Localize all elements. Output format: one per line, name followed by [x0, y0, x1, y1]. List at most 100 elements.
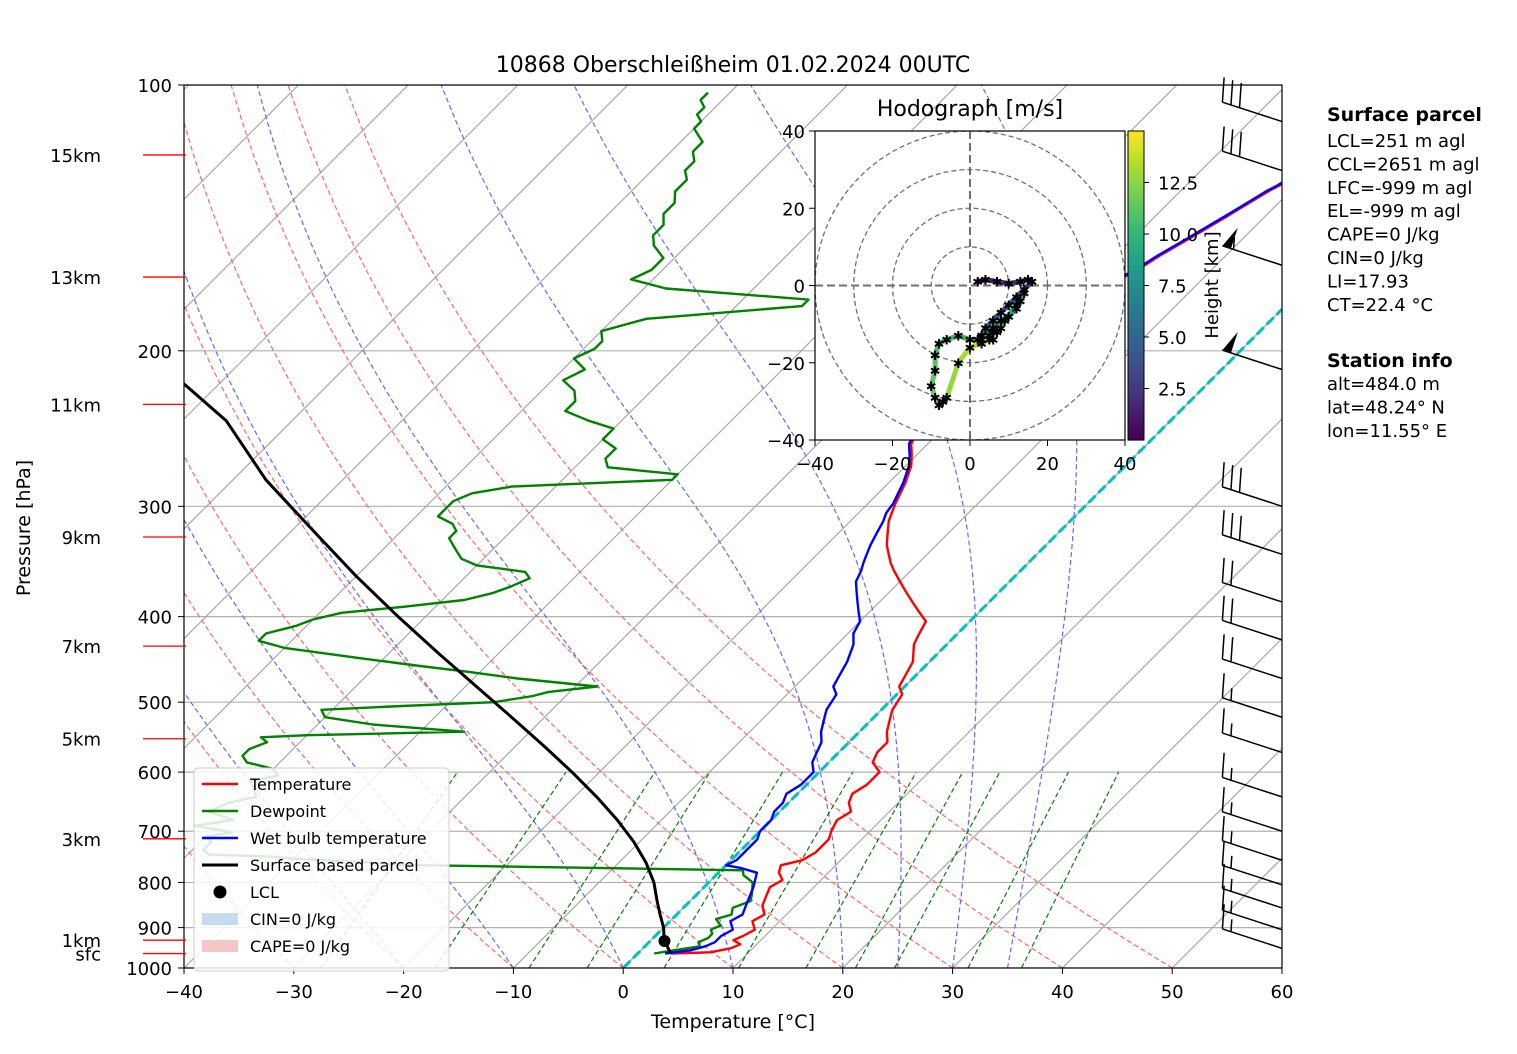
y-tick-label: 900 — [138, 919, 172, 940]
legend-label: CAPE=0 J/kg — [250, 937, 350, 956]
colorbar-segment — [1128, 398, 1144, 405]
legend: Temperature Dewpoint Wet bulb temperature S… — [193, 767, 450, 972]
wind-barb-feather — [1230, 80, 1234, 105]
dry-adiabat-line — [287, 85, 1063, 968]
height-label: 5km — [62, 730, 101, 751]
x-tick-label: 40 — [1051, 982, 1074, 1003]
hodograph-point: ✱ — [976, 330, 987, 345]
hodograph-point: ✱ — [934, 337, 945, 352]
hodograph-point: ✱ — [965, 334, 976, 349]
hodograph-point: ✱ — [965, 341, 976, 356]
wind-barb-feather — [1221, 634, 1225, 660]
hodograph-point: ✱ — [992, 326, 1003, 341]
x-tick-label: 60 — [1271, 982, 1294, 1003]
parcel-line — [184, 381, 672, 955]
y-tick-label: 500 — [138, 693, 172, 714]
hodograph-point: ✱ — [976, 330, 987, 345]
hodograph-point: ✱ — [996, 314, 1007, 329]
hodograph-point: ✱ — [1019, 283, 1030, 298]
wind-barb-feather — [1221, 885, 1225, 911]
wind-barb — [1221, 634, 1283, 680]
x-tick-label: 20 — [831, 982, 854, 1003]
mixing-ratio-line — [894, 771, 1001, 968]
wind-barb — [1221, 77, 1283, 123]
wind-barb — [1221, 462, 1283, 508]
colorbar-segment — [1128, 249, 1144, 256]
wind-barb-feather — [1221, 904, 1225, 929]
wind-barb-shaft — [1222, 776, 1283, 798]
height-label: 11km — [50, 395, 101, 416]
wind-barb-flag — [1222, 331, 1238, 353]
wind-barb-half-feather — [1230, 802, 1233, 815]
hodograph-point: ✱ — [1011, 303, 1022, 318]
wind-barb-flag — [1222, 227, 1238, 249]
hodograph-point: ✱ — [1003, 299, 1014, 314]
height-label: 7km — [62, 637, 101, 658]
wind-barb-feather — [1230, 129, 1234, 155]
colorbar-segment — [1128, 352, 1144, 359]
y-tick-label: 400 — [138, 608, 172, 629]
height-label: 15km — [50, 146, 101, 167]
wind-barb — [1221, 510, 1283, 556]
y-tick-label: 1000 — [126, 959, 172, 980]
hodograph-point: ✱ — [972, 334, 983, 349]
wind-barb — [1221, 885, 1283, 931]
mixing-ratio-line — [528, 771, 656, 968]
surface-parcel-line: CAPE=0 J/kg — [1327, 225, 1440, 246]
wind-barb-shaft — [1222, 697, 1283, 718]
mixing-ratio-line — [805, 771, 917, 968]
legend-swatch — [202, 940, 238, 952]
dry-adiabat-line — [184, 302, 734, 968]
wind-barb-shaft — [1222, 349, 1283, 371]
hodograph-x-tick-label: −40 — [796, 454, 834, 475]
colorbar-tick-label: 7.5 — [1158, 277, 1187, 298]
colorbar-segment — [1128, 146, 1144, 153]
wind-barb-feather — [1230, 637, 1234, 662]
dry-adiabat-line — [230, 85, 953, 968]
wind-barb-feather — [1221, 126, 1225, 152]
colorbar-segment — [1128, 373, 1144, 379]
height-label: sfc — [75, 945, 101, 966]
surface-parcel-line: CCL=2651 m agl — [1327, 154, 1480, 175]
wind-barb-half-feather — [1230, 878, 1233, 892]
isotherm-line — [184, 85, 738, 640]
colorbar-segment — [1128, 424, 1144, 431]
hodograph-segment — [928, 367, 938, 389]
colorbar-segment — [1128, 429, 1144, 436]
station-info-line: lat=48.24° N — [1327, 397, 1445, 418]
isotherm-line — [732, 418, 1282, 968]
wind-barb-half-feather — [1230, 919, 1233, 932]
hodograph-point: ✱ — [1027, 276, 1038, 291]
hodograph-background — [815, 131, 1125, 440]
wind-barb — [1221, 557, 1283, 603]
wind-barb-shaft — [1222, 619, 1283, 641]
hodograph-point: ✱ — [996, 322, 1007, 337]
colorbar-segment — [1128, 419, 1144, 426]
hodograph-point: ✱ — [953, 330, 964, 345]
wind-barb-feather — [1238, 82, 1242, 108]
hodograph-point: ✱ — [996, 307, 1007, 322]
mixing-ratio-line — [854, 771, 964, 968]
wind-barb-shaft — [1222, 245, 1283, 266]
colorbar-segment — [1128, 208, 1144, 214]
hodograph: ✱✱ ✱ ✱ ✱✱✱✱✱✱✱✱✱✱✱✱✱✱✱✱✱✱✱✱✱✱✱✱✱✱✱✱✱✱✱✱✱✱✱ ✱… — [767, 97, 1223, 475]
wind-barb-half-feather — [1230, 855, 1233, 869]
colorbar-segment — [1128, 131, 1144, 137]
height-label: 9km — [62, 528, 101, 549]
hodograph-x-tick-label: 20 — [1036, 454, 1059, 475]
hodograph-y-tick-label: −40 — [767, 431, 805, 452]
hodograph-point: ✱ — [1003, 310, 1014, 325]
isotherm-line — [184, 85, 848, 750]
hodograph-point: ✱ — [1011, 299, 1022, 314]
wind-barb-feather — [1221, 708, 1225, 734]
hodograph-point: ✱ — [1003, 278, 1014, 293]
colorbar-segment — [1128, 197, 1144, 204]
colorbar-segment — [1128, 187, 1144, 194]
hodograph-point: ✱ — [941, 334, 952, 349]
wind-barb-shaft — [1222, 101, 1283, 123]
wind-barb-feather — [1238, 132, 1242, 157]
wind-barb-feather — [1221, 557, 1225, 583]
wind-barb-half-feather — [1232, 237, 1236, 250]
wind-barb-shaft — [1222, 864, 1283, 886]
hodograph-segment — [955, 344, 973, 366]
